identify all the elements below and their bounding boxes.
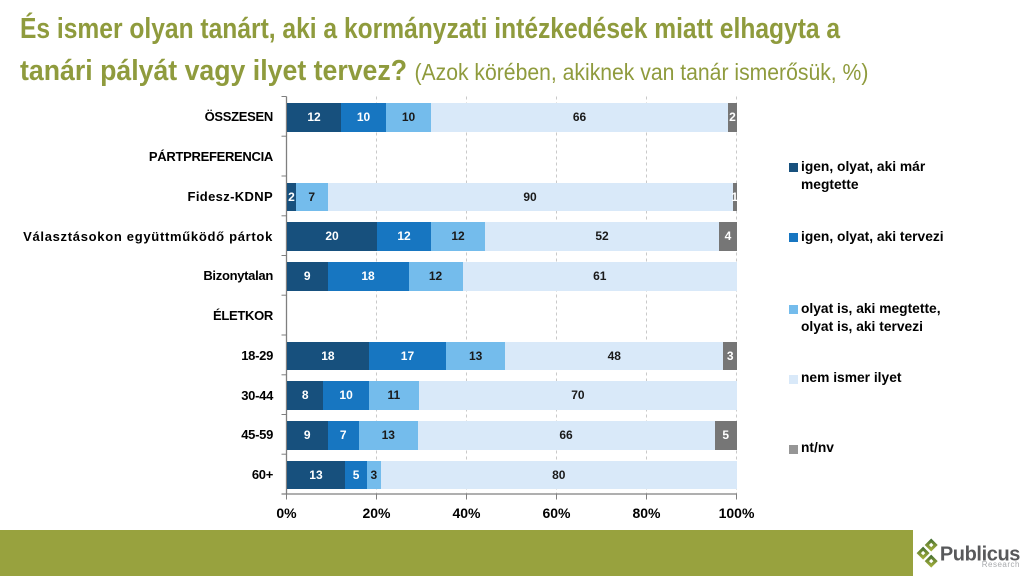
svg-text:Research: Research (982, 560, 1020, 569)
svg-text:Publicus: Publicus (940, 544, 1020, 566)
